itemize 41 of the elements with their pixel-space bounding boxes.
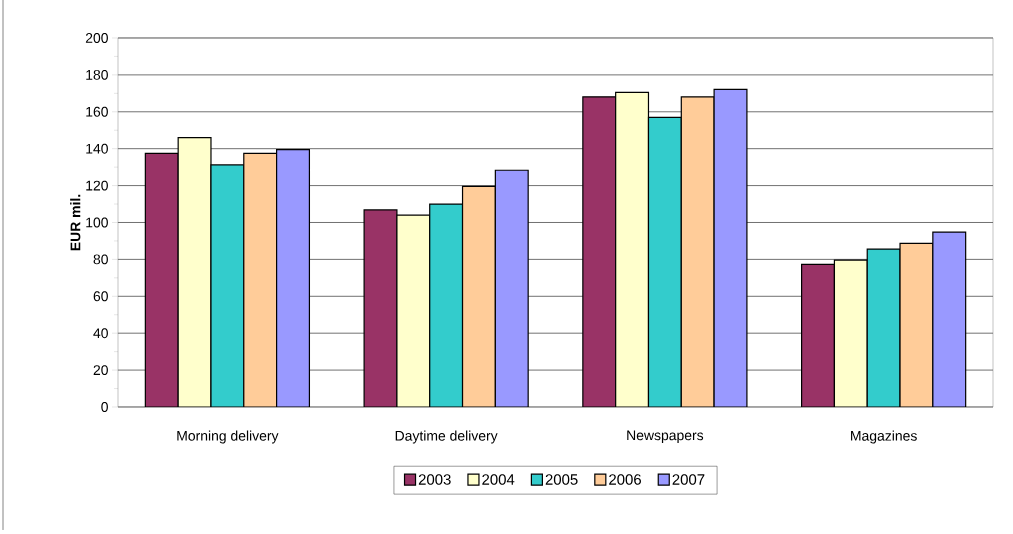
bar	[276, 149, 311, 407]
x-tick-label: Daytime delivery	[395, 430, 498, 444]
bar	[833, 259, 868, 407]
bar	[243, 152, 278, 407]
bar	[210, 164, 245, 407]
y-tick-label: 200	[85, 33, 108, 43]
y-tick-label: 0	[101, 402, 108, 412]
legend-label: 2007	[672, 474, 705, 485]
y-tick-label: 120	[86, 180, 108, 191]
x-tick-label: Newspapers	[627, 430, 704, 443]
bar	[177, 137, 212, 407]
x-tick-label: Morning delivery	[177, 430, 279, 444]
y-tick-label: 60	[93, 291, 108, 302]
bar	[648, 117, 682, 407]
legend-label: 2005	[545, 474, 578, 485]
bar	[615, 92, 649, 407]
y-tick-label: 80	[93, 254, 108, 265]
y-tick-label: 140	[86, 143, 108, 154]
bar	[429, 203, 464, 407]
bar	[494, 169, 529, 407]
bar	[801, 263, 836, 407]
bar	[363, 209, 398, 407]
legend-label: 2003	[418, 474, 451, 485]
bar	[396, 214, 431, 407]
bar	[582, 96, 616, 407]
bar	[866, 248, 901, 407]
y-tick-label: 180	[86, 69, 108, 80]
y-axis-title: EUR mil.	[70, 194, 81, 251]
bar	[932, 231, 967, 407]
x-tick-label: Magazines	[851, 430, 917, 444]
bar	[461, 185, 496, 407]
bar	[714, 89, 747, 407]
legend-label: 2006	[609, 474, 641, 485]
y-tick-label: 100	[86, 217, 108, 228]
y-tick-label: 20	[93, 365, 108, 376]
y-tick-label: 40	[93, 328, 108, 339]
y-tick-label: 160	[86, 106, 108, 117]
legend-label: 2004	[482, 474, 515, 485]
bar	[899, 242, 934, 407]
bar	[681, 96, 715, 407]
bar	[144, 152, 179, 407]
